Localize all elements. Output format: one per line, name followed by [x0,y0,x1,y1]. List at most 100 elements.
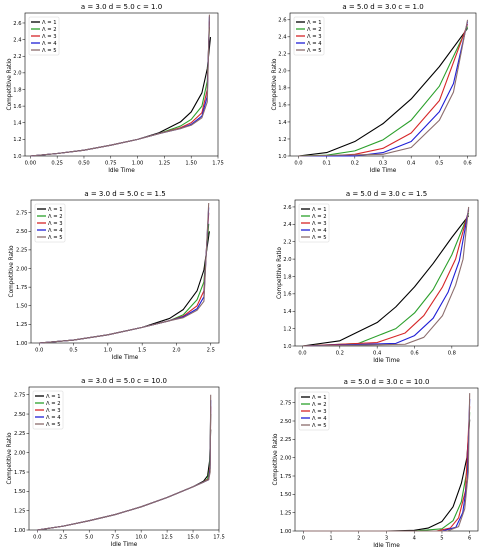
legend-entry: Λ = 2 [42,27,57,33]
legend-box [32,390,64,430]
legend-box [34,203,66,243]
legend-entry: Λ = 2 [307,27,322,33]
y-tick-label: 2.25 [280,437,292,443]
series-line-5 [39,202,210,344]
x-tick-label: 0.5 [435,161,443,167]
x-tick-label: 2.5 [207,348,215,354]
legend-entry: Λ = 1 [307,20,322,26]
plot-frame [30,199,220,344]
chart-panel-6: a = 5.0 d = 3.0 c = 10.0 0 1 2 3 4 5 6 1.00 1.25 1… [273,378,479,549]
x-tick-label: 0.0 [294,161,302,167]
series-line-5 [298,19,469,157]
y-tick-label: 1.00 [16,341,28,347]
series-line-1 [37,429,212,531]
series-line-5 [30,14,210,157]
chart-panel-2: a = 5.0 d = 3.0 c = 1.0 0.0 0.1 0.2 0.3 0.4 0.… [272,3,477,174]
y-tick-label: 2.50 [16,229,28,235]
x-tick-label: 0.0 [298,351,306,357]
y-tick-label: 2.6 [278,18,286,24]
x-tick-label: 1.5 [138,348,146,354]
y-tick-label: 2.75 [16,210,28,216]
y-tick-label: 1.4 [278,120,287,126]
y-tick-label: 1.8 [283,274,291,280]
legend-entry: Λ = 1 [312,395,327,401]
series-line-5 [303,393,471,532]
y-tick-label: 2.4 [13,37,22,43]
x-tick-label: 0.0 [33,535,41,541]
x-axis-label: Idle Time [111,542,138,548]
x-tick-label: 0.00 [25,161,37,167]
x-axis-label: Idle Time [373,543,400,549]
series-line-4 [302,208,470,347]
y-tick-label: 1.50 [280,492,292,498]
y-tick-label: 2.2 [283,240,291,246]
legend-box [293,16,325,56]
x-tick-label: 1.75 [212,161,224,167]
y-axis-label: Competitive Ratio [277,247,283,299]
x-tick-label: 3 [385,536,388,542]
x-axis-label: Idle Time [373,358,400,364]
series-line-1 [298,27,468,157]
y-axis-label: Competitive Ratio [7,58,13,110]
y-tick-label: 2.00 [16,266,28,272]
legend-entry: Λ = 5 [42,48,57,54]
y-tick-label: 1.50 [14,489,26,495]
legend-entry: Λ = 4 [312,416,327,422]
chart-title: a = 3.0 d = 5.0 c = 1.0 [81,3,162,11]
y-tick-label: 1.50 [16,304,28,310]
x-tick-label: 0.75 [105,161,117,167]
series-line-3 [302,210,470,347]
legend-entry: Λ = 5 [46,422,61,428]
y-tick-label: 1.6 [13,104,21,110]
plot-frame [28,386,220,531]
legend: Λ = 1Λ = 2Λ = 3Λ = 4Λ = 5 [28,16,60,56]
series-line-1 [302,215,470,347]
series-line-5 [302,206,470,347]
legend-entry: Λ = 3 [312,409,327,415]
y-tick-label: 1.6 [278,103,286,109]
y-axis-label: Competitive Ratio [272,58,278,110]
y-tick-label: 1.8 [278,86,286,92]
x-tick-label: 0.4 [373,351,382,357]
y-tick-label: 1.4 [13,121,22,127]
x-tick-label: 0.25 [51,161,63,167]
y-tick-label: 1.2 [278,137,286,143]
legend-entry: Λ = 5 [312,235,327,241]
x-tick-label: 2 [357,536,360,542]
x-tick-label: 1.50 [185,161,197,167]
x-tick-label: 0.2 [336,351,344,357]
x-tick-label: 2.5 [59,535,67,541]
x-tick-label: 0.1 [323,161,331,167]
x-tick-label: 0.8 [448,351,456,357]
legend-entry: Λ = 5 [48,235,63,241]
chart-title: a = 5.0 d = 3.0 c = 10.0 [344,378,430,386]
y-tick-label: 2.6 [13,21,21,27]
x-tick-label: 0.5 [69,348,77,354]
y-tick-label: 2.25 [14,431,26,437]
y-tick-label: 1.0 [283,344,291,350]
x-tick-label: 12.5 [161,535,173,541]
plot-frame [24,12,219,157]
y-tick-label: 1.2 [13,137,21,143]
series-line-4 [298,21,469,157]
y-tick-label: 1.75 [14,470,26,476]
chart-title: a = 5.0 d = 3.0 c = 1.0 [342,3,423,11]
legend-entry: Λ = 3 [48,221,63,227]
x-tick-label: 4 [413,536,417,542]
legend-entry: Λ = 1 [42,20,57,26]
series-line-2 [37,414,212,531]
x-tick-label: 5 [440,536,443,542]
legend-box [28,16,60,56]
legend-entry: Λ = 3 [42,34,57,40]
legend-entry: Λ = 1 [46,394,61,400]
y-tick-label: 2.00 [14,451,26,457]
x-tick-label: 0.0 [35,348,43,354]
legend: Λ = 1Λ = 2Λ = 3Λ = 4Λ = 5 [32,390,64,430]
legend: Λ = 1Λ = 2Λ = 3Λ = 4Λ = 5 [298,203,330,243]
y-tick-label: 1.4 [283,309,292,315]
series-line-5 [37,394,212,531]
y-tick-label: 1.75 [16,285,28,291]
x-axis-label: Idle Time [108,168,135,174]
x-tick-label: 0.6 [463,161,471,167]
